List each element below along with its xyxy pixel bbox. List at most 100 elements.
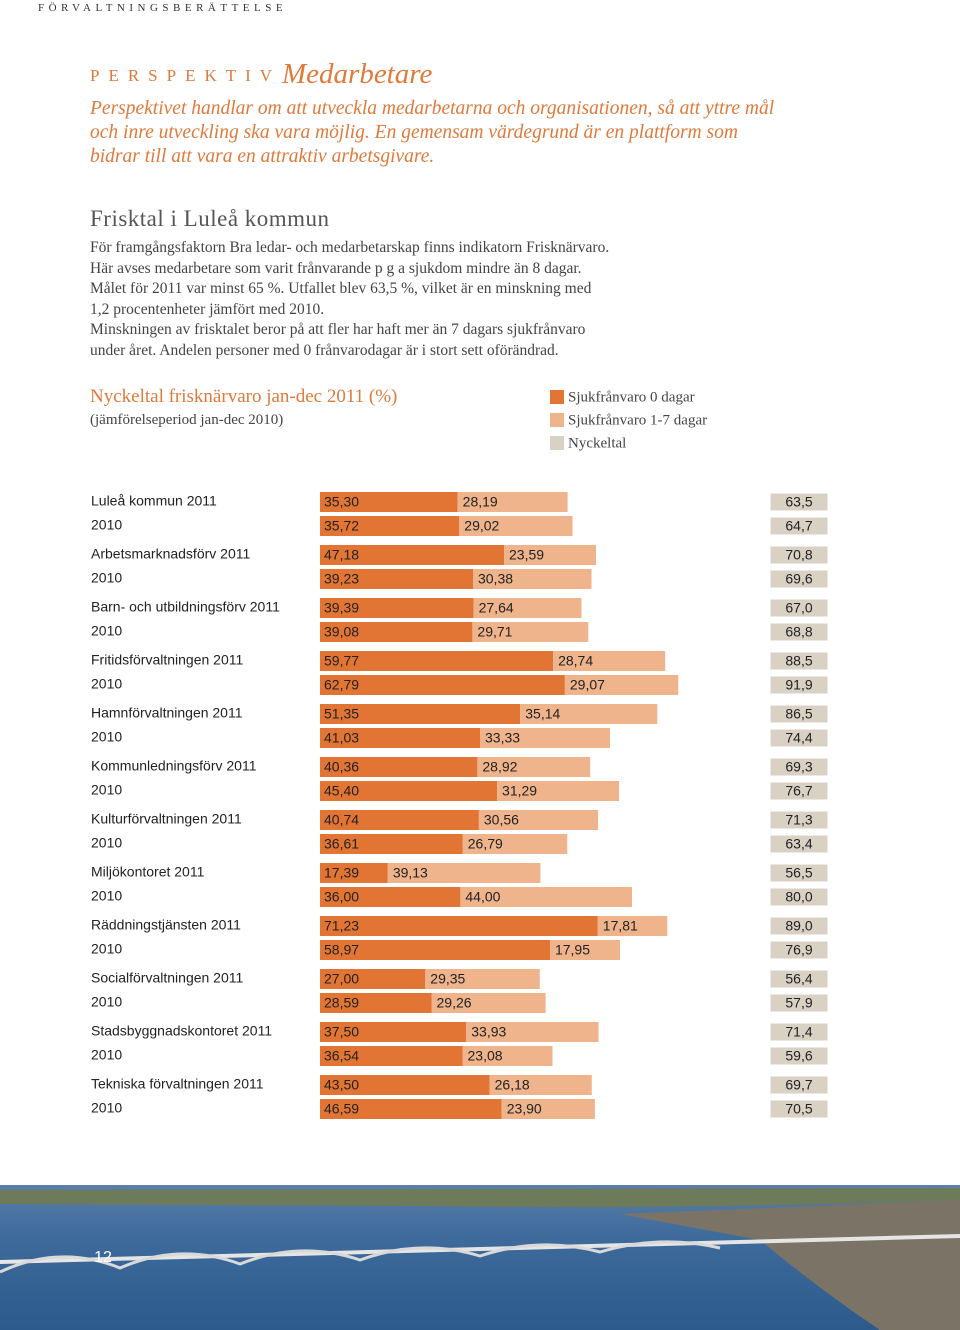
bar-label: 30,38 xyxy=(478,571,513,587)
row-label: Luleå kommun 2011 xyxy=(91,493,217,509)
bar-label: 47,18 xyxy=(324,547,359,563)
bar-segment xyxy=(320,675,565,695)
bar-segment xyxy=(462,1046,553,1066)
key-figure-box xyxy=(769,969,829,989)
running-header: FÖRVALTNINGSBERÄTTELSE xyxy=(38,2,288,14)
bar-segment xyxy=(504,545,597,565)
body-line: Här avses medarbetare som varit frånvara… xyxy=(90,259,582,277)
bar-label: 33,93 xyxy=(471,1024,506,1040)
row-label: Hamnförvaltningen 2011 xyxy=(91,705,243,721)
bar-segment xyxy=(520,704,658,724)
bar-label: 28,92 xyxy=(482,759,517,775)
key-figure-box xyxy=(769,887,829,907)
bar-label: 39,13 xyxy=(393,865,428,881)
key-figure-box xyxy=(769,993,829,1013)
body-line: Minskningen av frisktalet beror på att f… xyxy=(90,321,586,338)
key-figure-box xyxy=(769,757,829,777)
bar-segment xyxy=(320,940,550,960)
key-figure-box xyxy=(769,651,829,671)
key-figure-label: 69,3 xyxy=(785,759,812,775)
row-label: Tekniska förvaltningen 2011 xyxy=(91,1076,264,1092)
bar-label: 43,50 xyxy=(324,1077,359,1093)
bar-label: 37,50 xyxy=(324,1024,359,1040)
row-label: 2010 xyxy=(91,623,122,639)
bar-label: 51,35 xyxy=(324,706,359,722)
chart-title: Nyckeltal frisknärvaro jan-dec 2011 (%) xyxy=(90,386,398,407)
bar-label: 17,81 xyxy=(603,918,638,934)
chart: Sjukfrånvaro 0 dagar Sjukfrånvaro 1-7 dag… xyxy=(91,389,829,1119)
legend-label: Sjukfrånvaro 0 dagar xyxy=(568,389,695,405)
bar-segment xyxy=(320,810,479,830)
row-label: Kulturförvaltningen 2011 xyxy=(91,811,242,827)
bar-label: 40,36 xyxy=(324,759,359,775)
row-label: 2010 xyxy=(91,729,122,745)
bar-label: 23,59 xyxy=(509,547,544,563)
bar-segment xyxy=(320,834,463,854)
bar-label: 35,14 xyxy=(525,706,560,722)
key-figure-label: 88,5 xyxy=(785,653,812,669)
bar-segment xyxy=(459,516,573,536)
key-figure-box xyxy=(769,622,829,642)
bar-segment xyxy=(549,940,620,960)
key-figure-label: 56,4 xyxy=(785,971,812,987)
bar-segment xyxy=(320,1022,467,1042)
bar-segment xyxy=(460,887,632,907)
page-number: 12 xyxy=(94,1249,112,1266)
bar-segment xyxy=(320,1075,490,1095)
bar-label: 71,23 xyxy=(324,918,359,934)
row-label: Räddningstjänsten 2011 xyxy=(91,917,241,933)
bar-label: 27,64 xyxy=(479,600,514,616)
bar-label: 39,39 xyxy=(324,600,359,616)
legend-swatch xyxy=(550,413,564,427)
bar-label: 27,00 xyxy=(324,971,359,987)
bar-segment xyxy=(320,598,474,618)
body-line: Målet för 2011 var minst 65 %. Utfallet … xyxy=(90,280,592,297)
key-figure-box xyxy=(769,569,829,589)
key-figure-label: 76,9 xyxy=(785,942,812,958)
legend-label: Sjukfrånvaro 1-7 dagar xyxy=(568,412,707,428)
key-figure-box xyxy=(769,516,829,536)
bar-segment xyxy=(320,757,478,777)
bar-segment xyxy=(553,651,666,671)
key-figure-label: 89,0 xyxy=(785,918,812,934)
key-figure-box xyxy=(769,728,829,748)
bar-label: 17,95 xyxy=(555,942,590,958)
row-label: 2010 xyxy=(91,517,122,533)
bar-label: 58,97 xyxy=(324,942,359,958)
key-figure-box xyxy=(769,810,829,830)
bar-label: 36,61 xyxy=(324,836,359,852)
legend-label: Nyckeltal xyxy=(568,435,626,451)
bar-label: 35,30 xyxy=(324,494,359,510)
key-figure-label: 91,9 xyxy=(785,677,812,693)
bar-label: 28,59 xyxy=(324,995,359,1011)
key-figure-label: 71,3 xyxy=(785,812,812,828)
row-label: Kommunledningsförv 2011 xyxy=(91,758,257,774)
key-figure-label: 64,7 xyxy=(785,518,812,534)
row-label: Socialförvaltningen 2011 xyxy=(91,970,244,986)
bar-segment xyxy=(320,651,554,671)
legend-swatch xyxy=(550,390,564,404)
bar-label: 26,79 xyxy=(468,836,503,852)
key-figure-label: 70,8 xyxy=(785,547,812,563)
bar-segment xyxy=(473,598,582,618)
key-figure-box xyxy=(769,1046,829,1066)
bar-label: 28,74 xyxy=(558,653,593,669)
bar-segment xyxy=(497,781,620,801)
bar-segment xyxy=(457,492,568,512)
body-line: 1,2 procentenheter jämfört med 2010. xyxy=(90,300,325,318)
bar-segment xyxy=(320,492,458,512)
bar-label: 36,54 xyxy=(324,1048,359,1064)
key-figure-box xyxy=(769,940,829,960)
bar-label: 30,56 xyxy=(484,812,519,828)
bar-segment xyxy=(597,916,668,936)
bar-segment xyxy=(501,1099,595,1119)
bar-segment xyxy=(466,1022,599,1042)
bar-label: 59,77 xyxy=(324,653,359,669)
bar-label: 17,39 xyxy=(324,865,359,881)
bar-label: 35,72 xyxy=(324,518,359,534)
bar-segment xyxy=(472,569,592,589)
bar-label: 40,74 xyxy=(324,812,359,828)
bar-segment xyxy=(472,622,589,642)
key-figure-label: 57,9 xyxy=(785,995,812,1011)
bar-label: 41,03 xyxy=(324,730,359,746)
